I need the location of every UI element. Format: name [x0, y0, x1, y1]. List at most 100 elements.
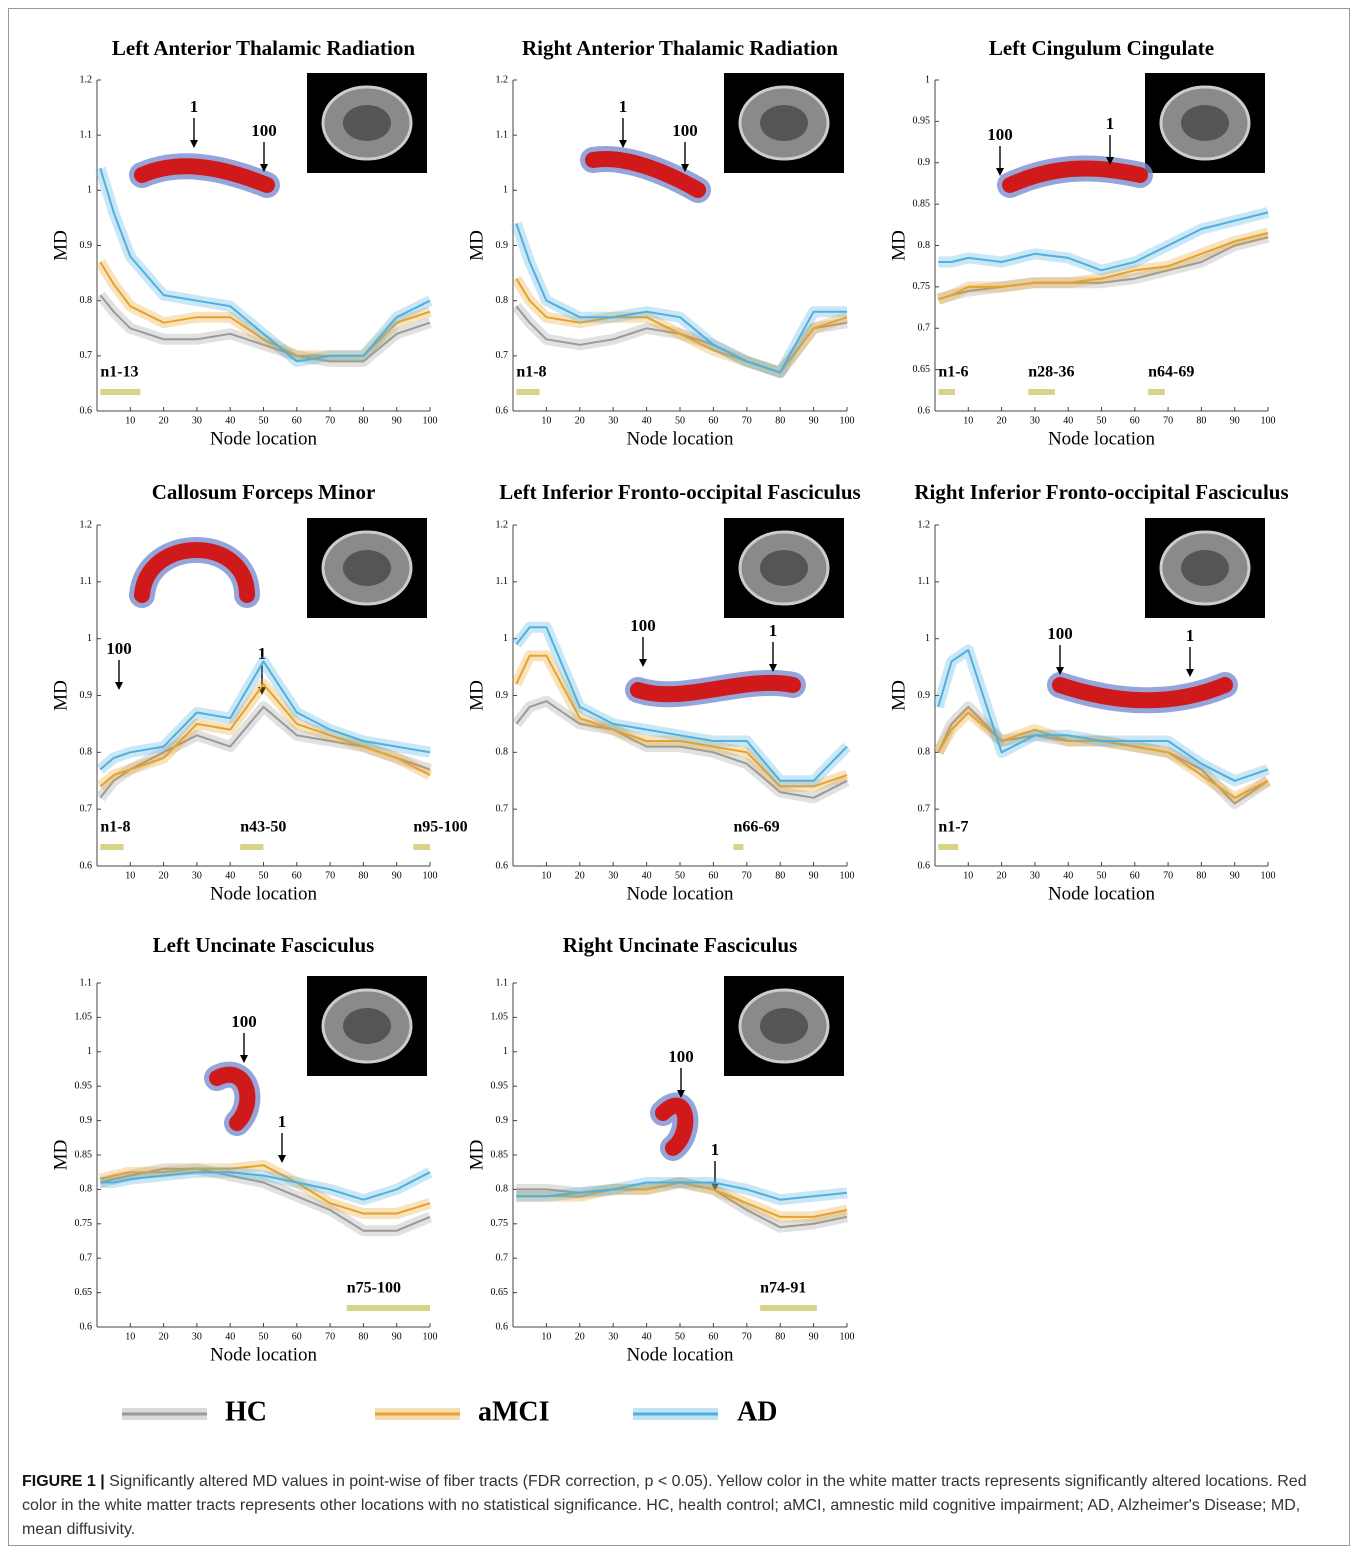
significance-bar: [413, 844, 430, 850]
x-tick-label: 80: [775, 870, 785, 881]
y-tick-label: 1.1: [918, 576, 931, 587]
x-axis-label: Node location: [1048, 428, 1156, 449]
y-tick-label: 0.7: [918, 323, 931, 334]
significance-label: n75-100: [347, 1280, 401, 1297]
significance-label: n1-7: [938, 819, 968, 836]
x-tick-label: 100: [840, 1331, 855, 1342]
y-axis-label: MD: [50, 230, 71, 261]
x-tick-label: 10: [963, 415, 973, 426]
tract-node-label: 1: [190, 97, 199, 116]
x-tick-label: 90: [809, 870, 819, 881]
chart-title: Left Anterior Thalamic Radiation: [112, 36, 415, 60]
y-tick-label: 0.7: [496, 350, 509, 361]
y-axis-label: MD: [466, 680, 487, 711]
y-tick-label: 0.8: [918, 747, 931, 758]
tract-illustration: 100 1: [1047, 624, 1225, 700]
x-axis-label: Node location: [1048, 883, 1156, 904]
x-tick-label: 70: [1163, 870, 1173, 881]
significance-bar: [733, 844, 743, 850]
x-tick-label: 70: [325, 870, 335, 881]
y-tick-label: 0.9: [918, 157, 931, 168]
x-tick-label: 80: [1196, 870, 1206, 881]
x-tick-label: 70: [742, 415, 752, 426]
x-tick-label: 20: [159, 1331, 169, 1342]
x-tick-label: 90: [1230, 870, 1240, 881]
chart-panel: Right Uncinate Fasciculus0.60.650.70.750…: [466, 933, 854, 1366]
significance-bar: [1028, 389, 1055, 395]
y-tick-label: 1.1: [80, 129, 93, 140]
chart-title: Right Uncinate Fasciculus: [563, 933, 798, 957]
x-tick-label: 40: [1063, 415, 1073, 426]
x-tick-label: 60: [1130, 415, 1140, 426]
y-tick-label: 1: [925, 74, 930, 85]
y-tick-label: 0.8: [496, 295, 509, 306]
y-tick-label: 0.8: [80, 1184, 93, 1195]
y-tick-label: 1.1: [496, 576, 509, 587]
y-tick-label: 0.9: [80, 240, 93, 251]
y-tick-label: 1.2: [496, 519, 509, 530]
tract-arrowhead: [240, 1055, 248, 1063]
chart-panel: Left Inferior Fronto-occipital Fasciculu…: [466, 480, 860, 905]
y-tick-label: 0.7: [80, 350, 93, 361]
x-tick-label: 30: [1030, 415, 1040, 426]
y-axis-label: MD: [888, 680, 909, 711]
x-tick-label: 90: [1230, 415, 1240, 426]
y-tick-label: 0.9: [80, 690, 93, 701]
x-tick-label: 10: [541, 415, 551, 426]
brain-inset-image: [343, 105, 391, 141]
y-tick-label: 0.7: [80, 1252, 93, 1263]
chart-title: Left Inferior Fronto-occipital Fasciculu…: [499, 480, 860, 504]
series-band: [938, 212, 1268, 270]
y-tick-label: 0.6: [496, 1321, 509, 1332]
series-band: [100, 684, 430, 786]
tract-node-label: 1: [1186, 626, 1195, 645]
tract-node-label: 1: [769, 621, 778, 640]
x-tick-label: 30: [608, 1331, 618, 1342]
x-tick-label: 80: [358, 1331, 368, 1342]
y-tick-label: 1.05: [491, 1012, 509, 1023]
x-tick-label: 60: [292, 1331, 302, 1342]
brain-inset-image: [1181, 550, 1229, 586]
tract-node-label: 100: [672, 121, 698, 140]
x-tick-label: 100: [423, 415, 438, 426]
y-tick-label: 0.7: [496, 803, 509, 814]
y-tick-label: 0.95: [913, 116, 931, 127]
caption-label: FIGURE 1 |: [22, 1473, 105, 1490]
y-tick-label: 1.2: [496, 74, 509, 85]
x-tick-label: 30: [608, 415, 618, 426]
x-tick-label: 50: [1097, 870, 1107, 881]
y-tick-label: 0.95: [75, 1080, 93, 1091]
x-tick-label: 60: [1130, 870, 1140, 881]
significance-bar: [938, 844, 958, 850]
y-tick-label: 1.1: [496, 129, 509, 140]
y-tick-label: 0.7: [918, 803, 931, 814]
tract-node-label: 100: [987, 125, 1013, 144]
y-tick-label: 0.65: [491, 1287, 509, 1298]
y-tick-label: 0.65: [913, 364, 931, 375]
y-tick-label: 1.05: [75, 1012, 93, 1023]
chart-panel: Left Uncinate Fasciculus0.60.650.70.750.…: [50, 933, 437, 1366]
tract-node-label: 100: [1047, 624, 1073, 643]
caption-text: Significantly altered MD values in point…: [22, 1473, 1307, 1538]
x-tick-label: 50: [259, 415, 269, 426]
chart-title: Left Cingulum Cingulate: [989, 36, 1214, 60]
y-axis-label: MD: [888, 230, 909, 261]
y-tick-label: 0.7: [80, 803, 93, 814]
x-tick-label: 100: [840, 870, 855, 881]
significance-label: n43-50: [240, 819, 286, 836]
x-tick-label: 50: [675, 870, 685, 881]
x-tick-label: 80: [775, 415, 785, 426]
tract-node-label: 100: [630, 616, 656, 635]
y-tick-label: 0.9: [496, 1115, 509, 1126]
x-tick-label: 90: [809, 415, 819, 426]
significance-bar: [100, 389, 140, 395]
y-tick-label: 0.9: [496, 240, 509, 251]
caption: FIGURE 1 | Significantly altered MD valu…: [22, 1470, 1332, 1542]
x-tick-label: 90: [809, 1331, 819, 1342]
tract-node-label: 100: [668, 1047, 694, 1066]
x-tick-label: 90: [392, 870, 402, 881]
x-tick-label: 20: [575, 1331, 585, 1342]
x-tick-label: 90: [392, 415, 402, 426]
significance-bar: [347, 1305, 430, 1311]
